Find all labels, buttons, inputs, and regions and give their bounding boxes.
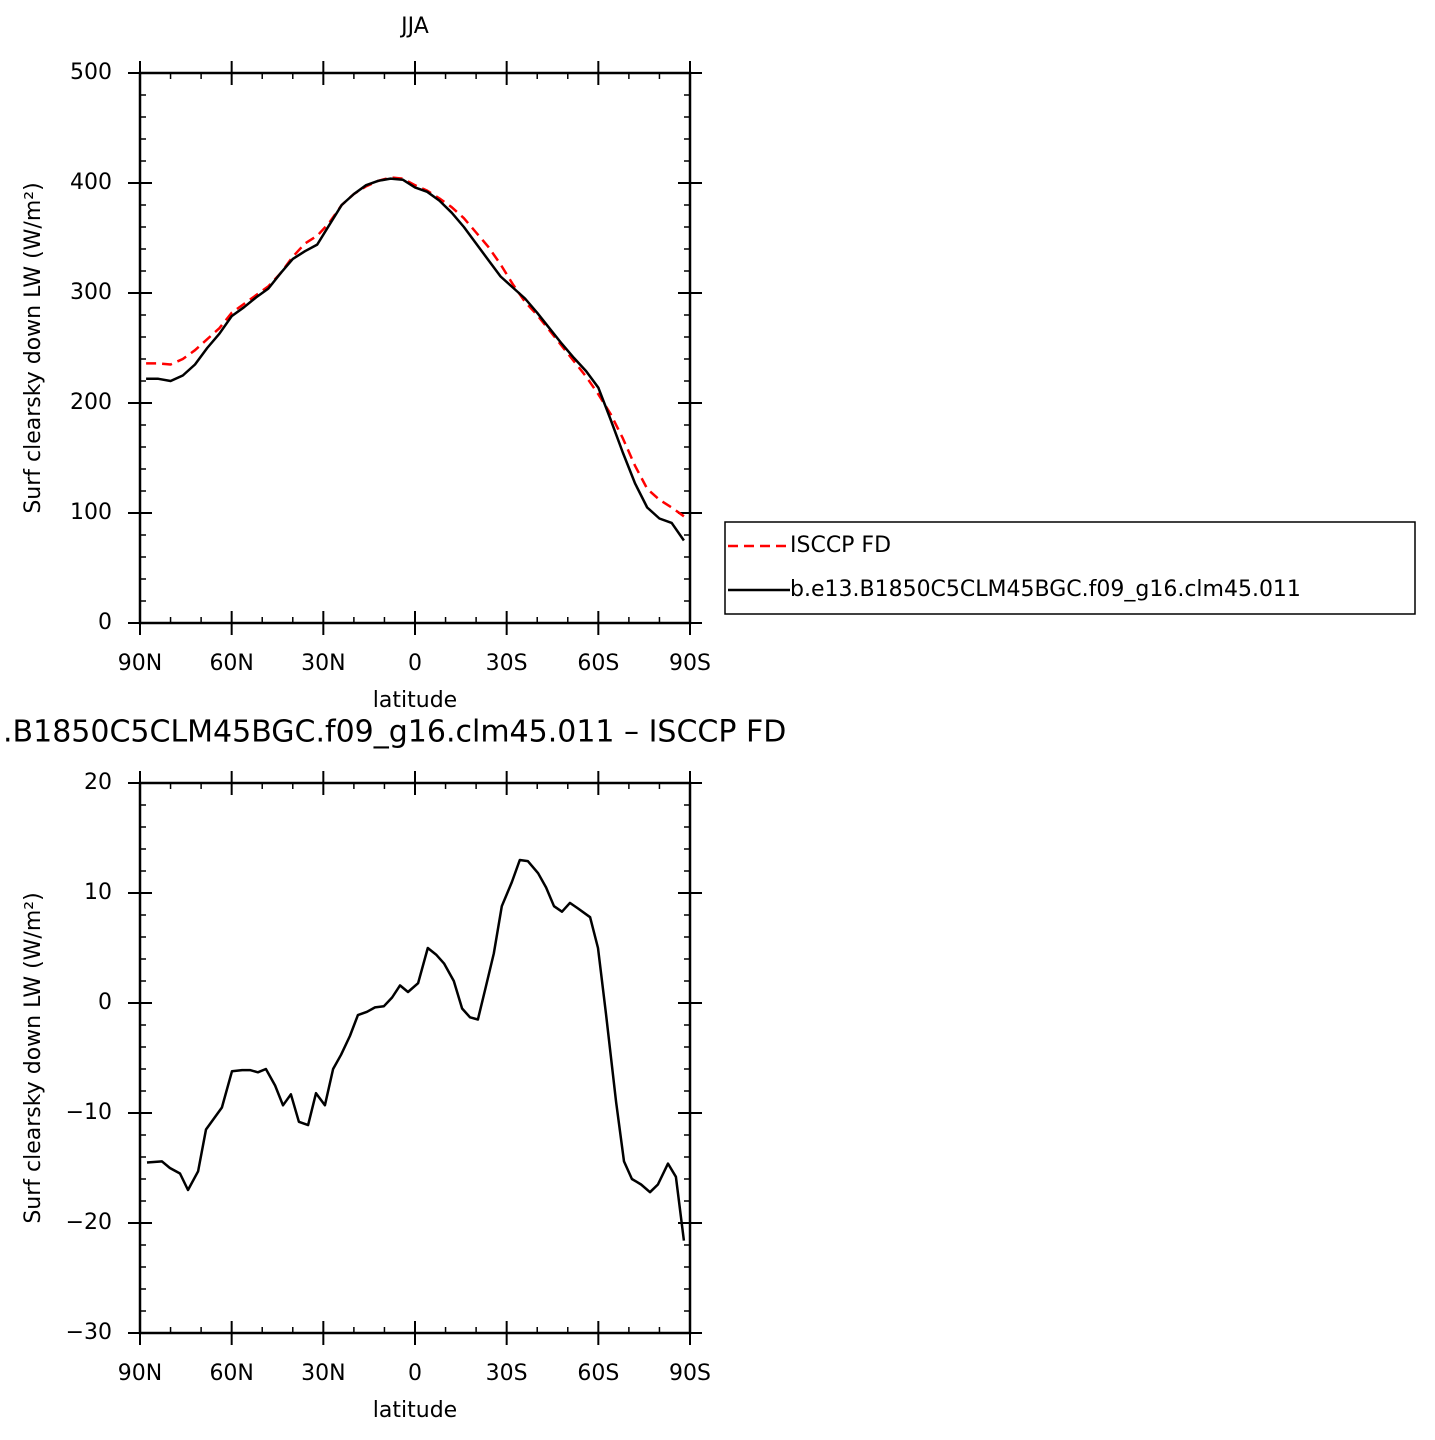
y-tick-label: 400 [70,170,112,195]
y-tick-label: −10 [66,1100,112,1125]
y-tick-label: 100 [70,500,112,525]
plot-frame [138,71,692,625]
legend-label: b.e13.B1850C5CLM45BGC.f09_g16.clm45.011 [790,577,1301,602]
y-tick-label: 0 [98,610,112,635]
chart-title: .B1850C5CLM45BGC.f09_g16.clm45.011 – ISC… [3,715,786,750]
x-tick-label: 90N [118,651,162,676]
y-tick-label: 500 [70,60,112,85]
y-tick-label: 10 [84,880,112,905]
x-tick-label: 0 [408,651,422,676]
y-tick-label: 0 [98,990,112,1015]
y-tick-label: −30 [66,1320,112,1345]
x-tick-label: 90S [669,651,711,676]
legend-label: ISCCP FD [790,533,891,558]
x-tick-label: 60N [209,651,253,676]
series-line [146,858,686,1241]
y-tick-label: 200 [70,390,112,415]
y-tick-label: 20 [84,770,112,795]
plot-frame [138,781,692,1335]
y-tick-label: 300 [70,280,112,305]
x-tick-label: 90N [118,1361,162,1386]
chart-title: JJA [399,14,429,39]
y-tick-label: −20 [66,1210,112,1235]
series-line [146,176,685,518]
x-tick-label: 60N [209,1361,253,1386]
x-tick-label: 30N [301,651,345,676]
x-tick-label: 30N [301,1361,345,1386]
y-axis-label: Surf clearsky down LW (W/m²) [21,892,46,1223]
series-line [146,177,685,542]
x-tick-label: 30S [486,651,528,676]
legend-box [724,521,1416,615]
x-tick-label: 60S [577,651,619,676]
x-axis-label: latitude [373,688,457,713]
x-tick-label: 30S [486,1361,528,1386]
x-tick-label: 60S [577,1361,619,1386]
y-axis-label: Surf clearsky down LW (W/m²) [21,182,46,513]
x-axis-label: latitude [373,1398,457,1423]
x-tick-label: 0 [408,1361,422,1386]
x-tick-label: 90S [669,1361,711,1386]
